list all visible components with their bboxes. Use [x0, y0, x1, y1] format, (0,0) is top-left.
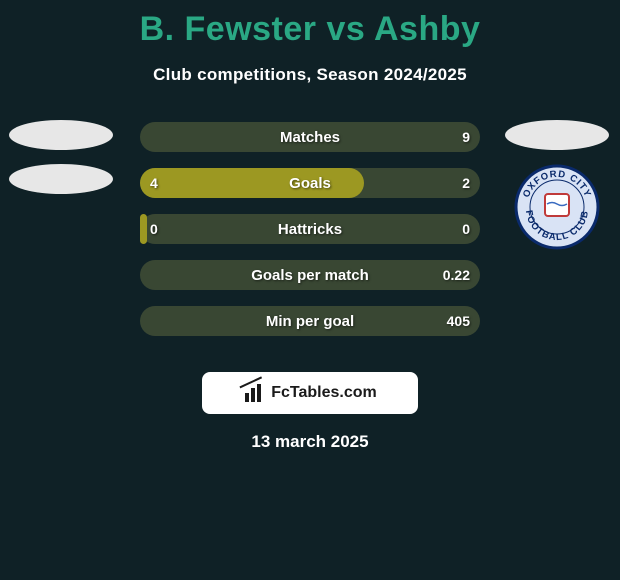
page-title: B. Fewster vs Ashby	[0, 0, 620, 49]
right-team-badge-2: OXFORD CITY FOOTBALL CLUB	[514, 164, 600, 250]
stat-right-value: 2	[462, 175, 470, 191]
stat-right-value: 9	[462, 129, 470, 145]
stat-right-value: 405	[447, 313, 470, 329]
stat-fill	[140, 214, 147, 244]
left-team-badges	[6, 120, 116, 194]
source-text: FcTables.com	[271, 384, 377, 402]
stat-label: Min per goal	[140, 313, 480, 330]
stat-right-value: 0	[462, 221, 470, 237]
date-text: 13 march 2025	[0, 432, 620, 452]
left-team-badge-2	[9, 164, 113, 194]
stat-right-value: 0.22	[443, 267, 470, 283]
stat-row: Matches9	[140, 122, 480, 152]
player-b-name: Ashby	[374, 10, 480, 48]
bar-chart-icon	[243, 384, 265, 402]
comparison-card: B. Fewster vs Ashby Club competitions, S…	[0, 0, 620, 580]
stat-left-value: 4	[150, 175, 158, 191]
stat-label: Matches	[140, 129, 480, 146]
left-team-badge-1	[9, 120, 113, 150]
stat-row: 4Goals2	[140, 168, 480, 198]
stat-fill	[140, 168, 364, 198]
source-badge: FcTables.com	[202, 372, 418, 414]
stat-row: Goals per match0.22	[140, 260, 480, 290]
stat-left-value: 0	[150, 221, 158, 237]
stat-row: 0Hattricks0	[140, 214, 480, 244]
stat-label: Goals per match	[140, 267, 480, 284]
player-a-name: B. Fewster	[140, 10, 317, 48]
stat-row: Min per goal405	[140, 306, 480, 336]
right-team-badges: OXFORD CITY FOOTBALL CLUB	[502, 120, 612, 250]
stats-bars: Matches9 4Goals2 0Hattricks0 Goals per matc…	[140, 122, 480, 336]
right-team-badge-1	[505, 120, 609, 150]
footer-region: FcTables.com 13 march 2025	[0, 350, 620, 452]
vs-word: vs	[326, 10, 365, 48]
competition-subtitle: Club competitions, Season 2024/2025	[0, 65, 620, 85]
stat-label: Hattricks	[140, 221, 480, 238]
